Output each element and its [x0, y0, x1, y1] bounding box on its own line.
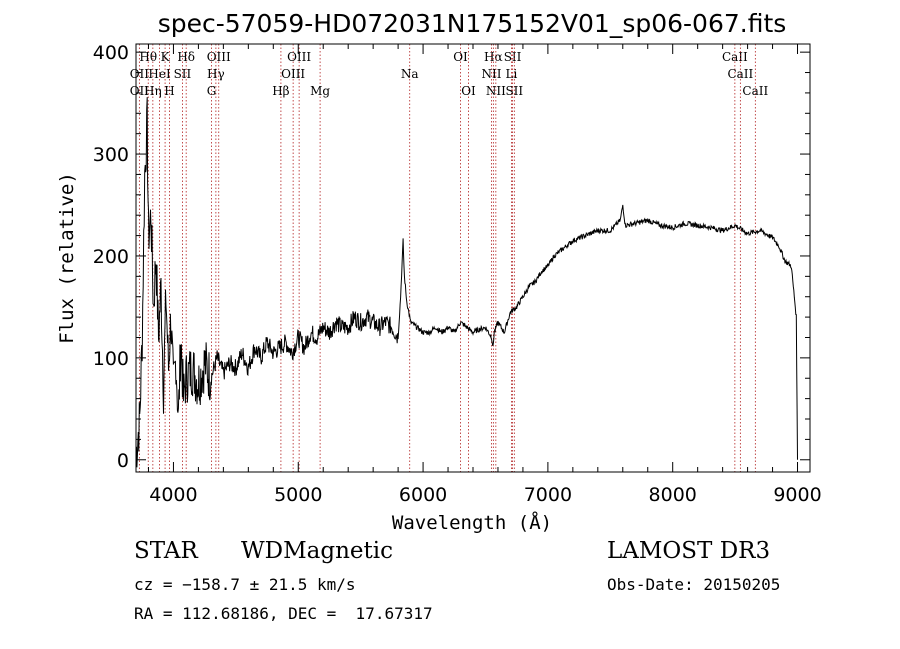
y-tick-label: 300 [93, 144, 129, 166]
marker-label: CaII [722, 50, 748, 64]
marker-label: OIII [281, 67, 305, 81]
spectrum-line [135, 97, 798, 468]
y-tick-label: 100 [93, 348, 129, 370]
marker-label: OI [461, 84, 476, 98]
marker-label: K [161, 50, 171, 64]
marker-label: OII [130, 67, 150, 81]
marker-label: Hθ [139, 50, 157, 64]
y-tick-label: 400 [93, 42, 129, 64]
marker-label: H [164, 84, 174, 98]
marker-label: OI [453, 50, 468, 64]
marker-label: HeI [148, 67, 171, 81]
marker-label: Hγ [207, 67, 225, 81]
marker-label: Hβ [272, 84, 289, 98]
marker-label: G [207, 84, 217, 98]
marker-label: SII [174, 67, 192, 81]
survey-name: LAMOST DR3 [607, 538, 771, 564]
marker-label: NII [481, 67, 501, 81]
marker-label: SII [504, 50, 522, 64]
observation-date: Obs-Date: 20150205 [607, 575, 781, 594]
x-tick-label: 9000 [773, 484, 821, 506]
y-axis-label: Flux (relative) [56, 172, 78, 344]
marker-label: OII [130, 84, 150, 98]
marker-label: Mg [310, 84, 330, 98]
marker-label: OIII [207, 50, 231, 64]
marker-label: CaII [727, 67, 753, 81]
marker-label: OIII [287, 50, 311, 64]
plot-frame [135, 43, 811, 473]
marker-label: SII [505, 84, 523, 98]
axis-ticks: 4000 5000 6000 7000 8000 9000 0 100 200 300 400 [93, 42, 822, 506]
object-class: STAR [134, 538, 198, 564]
marker-label: Hα [484, 50, 503, 64]
radial-velocity: cz = −158.7 ± 21.5 km/s [134, 575, 356, 594]
x-tick-label: 7000 [524, 484, 572, 506]
marker-label: NII [486, 84, 506, 98]
object-subclass: WDMagnetic [241, 538, 393, 564]
marker-label: Hη [144, 84, 162, 98]
x-tick-label: 4000 [149, 484, 197, 506]
marker-label: Na [401, 67, 419, 81]
y-tick-label: 0 [117, 450, 129, 472]
spectrum-series [135, 97, 798, 468]
chart-title: spec-57059-HD072031N175152V01_sp06-067.f… [158, 9, 787, 38]
x-axis-label: Wavelength (Å) [392, 511, 552, 534]
x-tick-label: 5000 [274, 484, 322, 506]
coordinates: RA = 112.68186, DEC = 17.67317 [134, 604, 433, 623]
x-tick-label: 6000 [399, 484, 447, 506]
marker-label: CaII [742, 84, 768, 98]
marker-label: Li [506, 67, 518, 81]
x-tick-label: 8000 [649, 484, 697, 506]
marker-label: Hδ [177, 50, 195, 64]
y-tick-label: 200 [93, 246, 129, 268]
